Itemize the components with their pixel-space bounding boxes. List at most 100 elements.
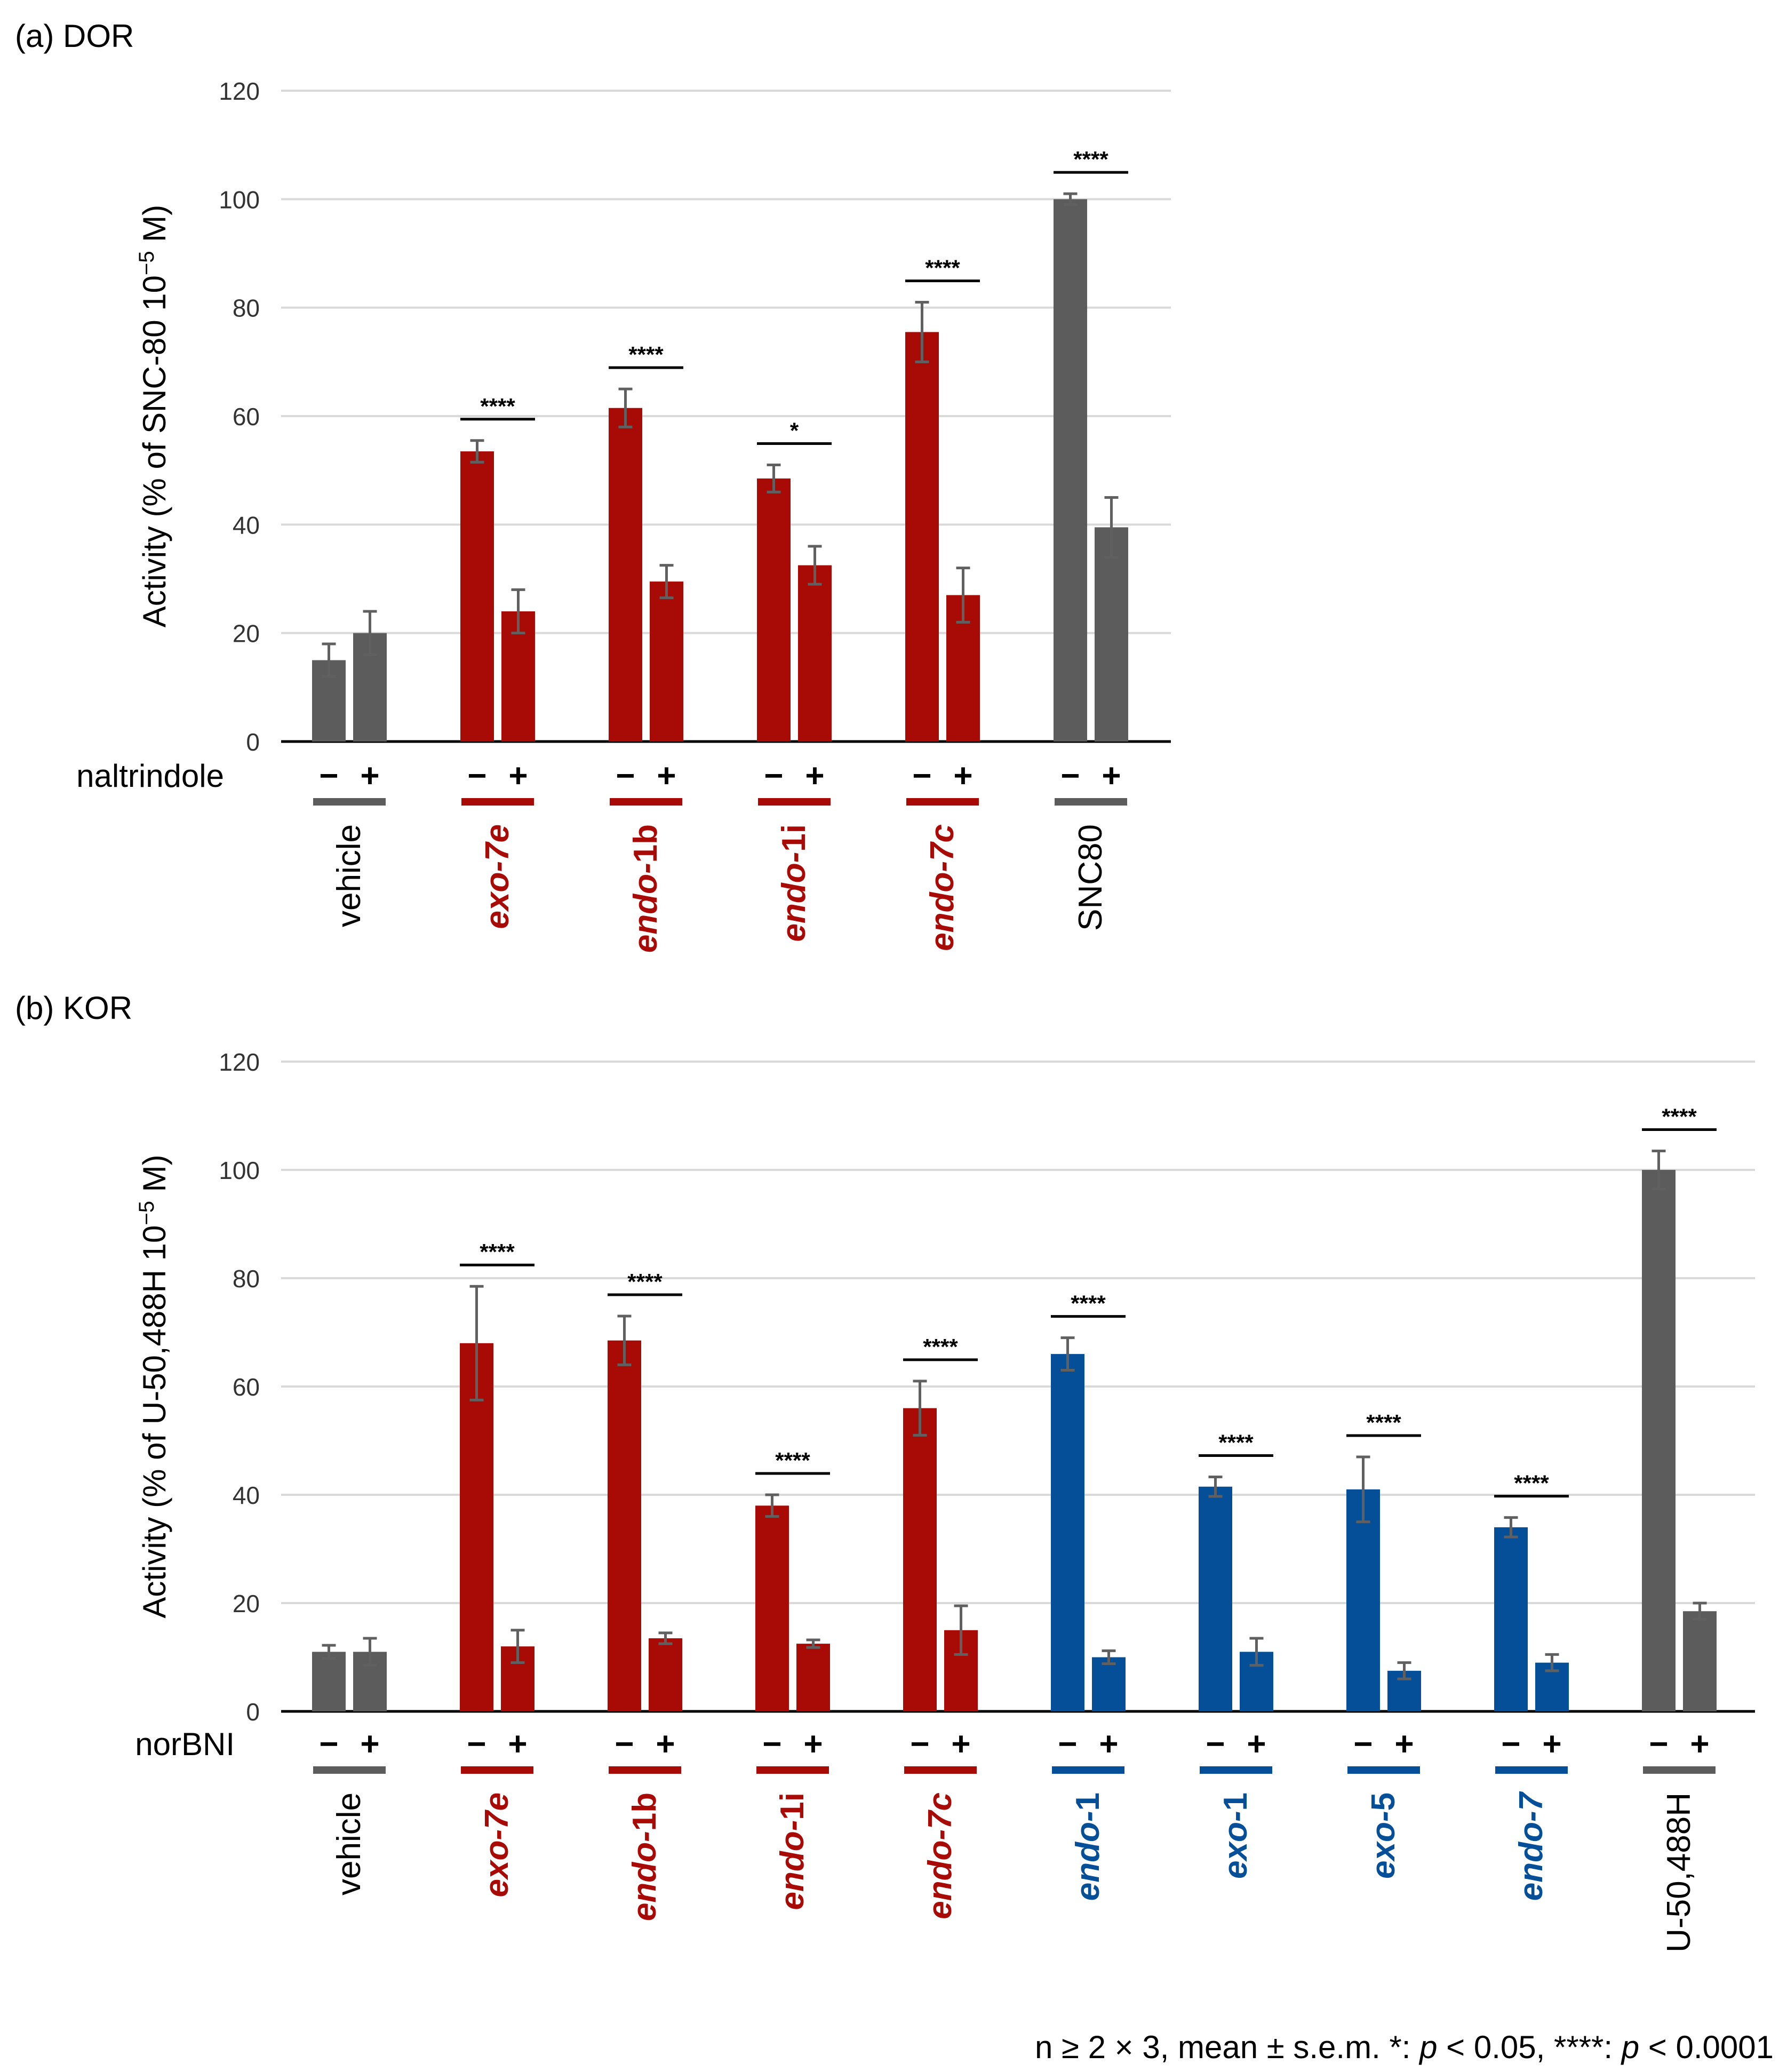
group-label-plain: vehicle [331,824,368,927]
y-axis-label-main: Activity (% of U-50,488H 10 [137,1225,172,1619]
group-label-italic: exo- [1365,1811,1402,1878]
bar-minus [460,1343,493,1711]
y-axis-label-unit: M) [137,1154,172,1201]
group-label-italic: endo- [776,852,812,942]
condition-plus-label: + [1099,1726,1118,1763]
y-tick-label: 100 [219,1157,260,1184]
significance-label: **** [775,1448,810,1473]
group-label-plain: 1 [1070,1792,1106,1811]
group-label: endo-1b [627,824,664,953]
condition-minus-label: − [912,758,931,794]
y-tick-label: 120 [219,77,260,105]
y-tick-label: 20 [233,620,260,648]
significance-label: **** [1366,1410,1401,1435]
y-tick-label: 40 [233,511,260,539]
footnote-suffix: < 0.0001 [1639,2029,1774,2065]
y-axis-label-exponent: −5 [135,251,158,275]
significance-label: **** [480,1239,515,1264]
panel-a-dor-chart: (a) DOR 0 20 40 60 80 100 120 Activity (% of SNC… [15,18,1171,953]
group-label-plain: 1i [776,824,812,852]
bar-minus [755,1505,789,1711]
footnote-p1: p [1418,2029,1437,2065]
significance-label: **** [480,394,515,419]
condition-minus-label: − [467,1726,486,1763]
y-axis-label: Activity (% of SNC-80 10−5 M) [135,205,172,627]
y-tick-label: 60 [233,1373,260,1401]
significance-label: **** [628,342,664,367]
group-label: U-50,488H [1661,1792,1697,1953]
panel-b-kor-chart: (b) KOR 0 20 40 60 80 100 120 Activity (% of U-5… [15,990,1755,1953]
condition-plus-label: + [1102,758,1121,794]
group-label: exo-7e [479,824,516,929]
group-label: endo-7c [924,824,961,951]
bar-plus [1683,1611,1717,1711]
y-axis-label-exponent: −5 [135,1201,158,1225]
condition-minus-label: − [319,1726,338,1763]
y-tick-label: 0 [246,728,260,756]
bar-minus [905,332,939,742]
footnote-p2: p [1621,2029,1639,2065]
y-tick-label: 40 [233,1481,260,1509]
group-label: exo-7e [478,1792,515,1897]
group-label: exo-5 [1365,1792,1402,1879]
condition-minus-label: − [616,758,635,794]
group-label: vehicle [331,824,368,927]
significance-label: * [790,418,799,443]
condition-plus-label: + [1542,1726,1561,1763]
y-tick-label: 80 [233,294,260,322]
condition-minus-label: − [1206,1726,1225,1763]
footnote-mid: < 0.05, ****: [1437,2029,1621,2065]
bar-minus [608,1340,641,1711]
group-label: exo-1 [1217,1792,1254,1879]
group-label: endo-1 [1070,1792,1106,1901]
group-label-italic: endo-7c [924,824,961,951]
group-label-italic: exo-7e [478,1792,515,1897]
bar-minus [903,1408,937,1711]
bar-minus [1054,199,1087,742]
group-label-italic: endo- [627,863,664,953]
condition-minus-label: − [910,1726,929,1763]
group-label: endo-1b [626,1792,663,1921]
group-label-plain: 1b [627,824,664,863]
group-label-italic: endo-7c [922,1792,959,1919]
y-axis-label: Activity (% of U-50,488H 10−5 M) [135,1154,172,1618]
condition-plus-label: + [508,1726,527,1763]
condition-plus-label: + [360,1726,379,1763]
condition-minus-label: − [1060,758,1080,794]
group-label: SNC80 [1072,824,1109,931]
significance-label: **** [1218,1430,1254,1455]
bar-minus [1346,1489,1380,1711]
condition-minus-label: − [1353,1726,1373,1763]
bar-minus [1642,1170,1676,1711]
y-tick-label: 100 [219,186,260,213]
y-tick-label: 120 [219,1048,260,1076]
group-label-plain: 5 [1365,1792,1402,1811]
group-label: endo-1i [776,824,812,942]
group-label: endo-7 [1513,1791,1550,1901]
antagonist-label: naltrindole [76,758,224,794]
footnote: n ≥ 2 × 3, mean ± s.e.m. *: p < 0.05, **… [1035,2029,1774,2065]
condition-plus-label: + [656,1726,675,1763]
bar-minus [312,1652,346,1711]
group-label-italic: exo- [1217,1811,1254,1878]
bar-plus [650,581,683,742]
condition-minus-label: − [319,758,338,794]
condition-minus-label: − [762,1726,781,1763]
antagonist-label: norBNI [135,1726,235,1762]
bar-plus [796,1644,830,1711]
condition-plus-label: + [1394,1726,1414,1763]
group-label-italic: endo- [1070,1811,1106,1901]
significance-label: **** [1514,1471,1549,1496]
significance-label: **** [627,1269,663,1294]
group-label-italic: exo-7e [479,824,516,929]
bar-plus [798,565,832,742]
y-axis-label-unit: M) [137,205,172,251]
condition-minus-label: − [1058,1726,1077,1763]
bar-minus [1494,1527,1528,1711]
bar-plus [1092,1657,1126,1711]
condition-minus-label: − [1501,1726,1520,1763]
significance-label: **** [1662,1104,1697,1129]
bar-minus [460,451,494,742]
y-tick-label: 0 [246,1698,260,1726]
